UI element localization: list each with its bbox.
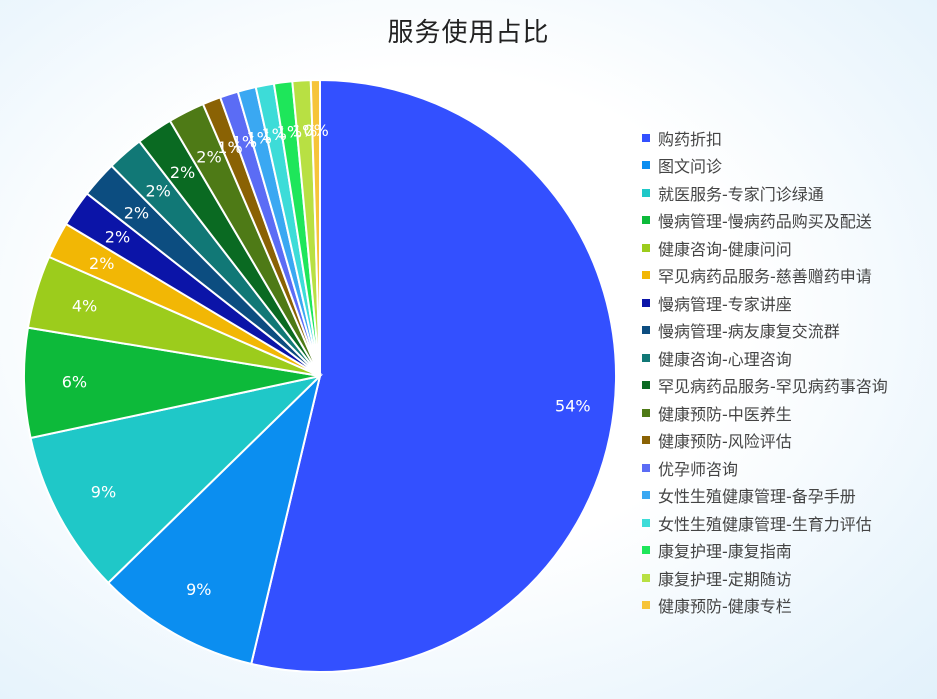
slice-label-17: 0%	[303, 121, 328, 140]
legend-item-9[interactable]: 罕见病药品服务-罕见病药事咨询	[642, 372, 934, 400]
legend-label: 女性生殖健康管理-生育力评估	[658, 514, 872, 534]
legend-item-10[interactable]: 健康预防-中医养生	[642, 399, 934, 427]
slice-label-3: 6%	[62, 372, 87, 391]
chart-legend: 购药折扣图文问诊就医服务-专家门诊绿通慢病管理-慢病药品购买及配送 健康咨询-健康…	[642, 124, 934, 619]
pie-slice-2[interactable]	[29, 374, 324, 585]
legend-item-14[interactable]: 女性生殖健康管理-生育力评估	[642, 509, 934, 537]
legend-swatch	[642, 546, 650, 555]
slice-label-6: 2%	[105, 227, 130, 246]
legend-label: 慢病管理-专家讲座	[658, 294, 792, 314]
slice-label-16: 1%	[292, 121, 317, 140]
slice-label-4: 4%	[72, 296, 97, 315]
legend-swatch	[642, 436, 650, 445]
legend-item-13[interactable]: 女性生殖健康管理-备孕手册	[642, 482, 934, 510]
legend-label: 慢病管理-病友康复交流群	[658, 322, 840, 342]
slice-label-15: 1%	[277, 123, 302, 142]
chart-title: 服务使用占比	[387, 18, 550, 48]
slice-label-8: 2%	[145, 182, 170, 201]
legend-item-12[interactable]: 优孕师咨询	[642, 454, 934, 482]
pie-slice-1[interactable]	[106, 372, 322, 666]
legend-swatch	[642, 601, 650, 610]
pie-slices	[23, 78, 617, 673]
legend-item-15[interactable]: 康复护理-康复指南	[642, 537, 934, 565]
slice-label-13: 1%	[247, 128, 272, 147]
legend-item-4[interactable]: 健康咨询-健康问问	[642, 234, 934, 262]
legend-label: 就医服务-专家门诊绿通	[658, 184, 824, 204]
legend-item-16[interactable]: 康复护理-定期随访	[642, 564, 934, 592]
slice-label-1: 9%	[186, 580, 211, 599]
legend-swatch	[642, 298, 650, 307]
legend-swatch	[642, 353, 650, 362]
legend-swatch	[642, 518, 650, 527]
legend-label: 健康预防-中医养生	[658, 404, 792, 424]
slice-label-5: 2%	[89, 254, 114, 273]
legend-swatch	[642, 271, 650, 280]
legend-label: 罕见病药品服务-慈善赠药申请	[658, 267, 872, 287]
legend-item-3[interactable]: 慢病管理-慢病药品购买及配送	[642, 207, 934, 235]
legend-label: 购药折扣	[658, 129, 723, 149]
slice-label-12: 1%	[232, 133, 257, 152]
legend-item-5[interactable]: 罕见病药品服务-慈善赠药申请	[642, 262, 934, 290]
slice-label-9: 2%	[170, 163, 195, 182]
legend-label: 图文问诊	[658, 157, 723, 177]
legend-label: 女性生殖健康管理-备孕手册	[658, 487, 856, 507]
slice-label-10: 2%	[196, 147, 221, 166]
legend-swatch	[642, 188, 650, 197]
legend-item-17[interactable]: 健康预防-健康专栏	[642, 592, 934, 620]
legend-item-0[interactable]: 购药折扣	[642, 124, 934, 152]
legend-label: 康复护理-定期随访	[658, 569, 792, 589]
slice-label-11: 1%	[217, 138, 242, 157]
legend-label: 健康预防-健康专栏	[658, 597, 792, 617]
pie-labels: 54%9%9%6%4%2%2%2%2%2%2%1%1%1%1%1%1%0%	[62, 121, 591, 599]
legend-item-8[interactable]: 健康咨询-心理咨询	[642, 344, 934, 372]
slice-label-7: 2%	[124, 203, 149, 222]
legend-item-7[interactable]: 慢病管理-病友康复交流群	[642, 317, 934, 345]
legend-swatch	[642, 243, 650, 252]
slice-label-0: 54%	[555, 396, 591, 415]
legend-swatch	[642, 133, 650, 142]
legend-swatch	[642, 381, 650, 390]
legend-item-1[interactable]: 图文问诊	[642, 152, 934, 180]
slice-label-14: 1%	[261, 125, 286, 144]
legend-item-6[interactable]: 慢病管理-专家讲座	[642, 289, 934, 317]
legend-swatch	[642, 408, 650, 417]
legend-label: 罕见病药品服务-罕见病药事咨询	[658, 377, 888, 397]
legend-swatch	[642, 573, 650, 582]
legend-item-11[interactable]: 健康预防-风险评估	[642, 427, 934, 455]
pie-slice-17[interactable]	[309, 78, 321, 377]
slice-label-2: 9%	[91, 483, 116, 502]
legend-label: 健康预防-风险评估	[658, 432, 792, 452]
legend-label: 健康咨询-健康问问	[658, 239, 792, 259]
legend-swatch	[642, 216, 650, 225]
legend-swatch	[642, 463, 650, 472]
legend-swatch	[642, 161, 650, 170]
legend-label: 康复护理-康复指南	[658, 542, 792, 562]
legend-label: 优孕师咨询	[658, 459, 739, 479]
legend-swatch	[642, 491, 650, 500]
pie-slice-0[interactable]	[250, 78, 617, 673]
legend-swatch	[642, 326, 650, 335]
legend-label: 慢病管理-慢病药品购买及配送	[658, 212, 872, 232]
legend-label: 健康咨询-心理咨询	[658, 349, 792, 369]
legend-item-2[interactable]: 就医服务-专家门诊绿通	[642, 179, 934, 207]
